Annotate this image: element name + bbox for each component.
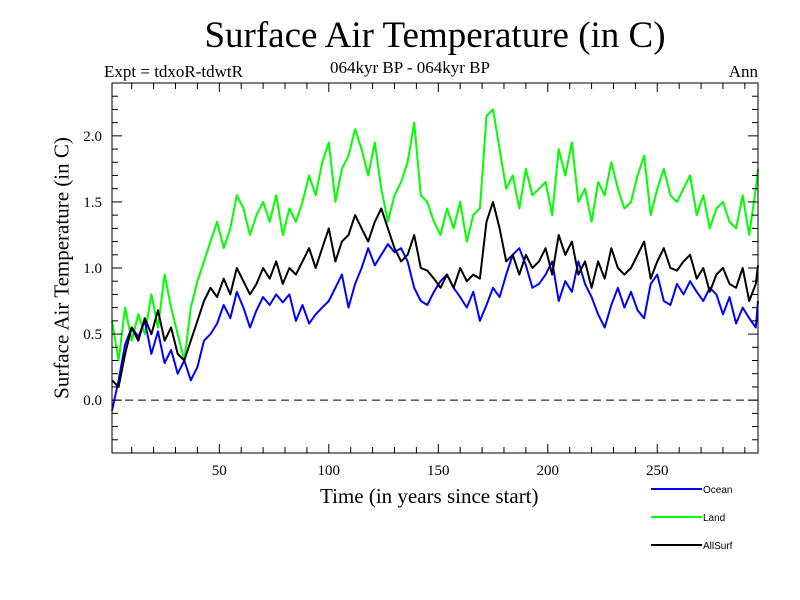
legend-label-ocean: Ocean: [703, 485, 732, 496]
period-label: 064kyr BP - 064kyr BP: [330, 58, 490, 77]
x-tick-label: 250: [646, 463, 669, 479]
y-tick-label: 2.0: [83, 129, 102, 145]
legend: Ocean Land AllSurf: [651, 485, 733, 552]
series-line-ocean: [111, 243, 759, 411]
series-line-land: [111, 108, 759, 362]
x-tick-label: 100: [318, 463, 341, 479]
y-tick-label: 1.0: [83, 261, 102, 277]
y-tick-label: 0.5: [83, 327, 102, 343]
legend-label-allsurf: AllSurf: [703, 541, 733, 552]
season-label: Ann: [728, 62, 758, 81]
x-axis-label: Time (in years since start): [320, 484, 539, 508]
x-tick-label: 150: [427, 463, 450, 479]
experiment-label: Expt = tdxoR-tdwtR: [104, 62, 243, 81]
series-line-allsurf: [111, 200, 759, 388]
plot-frame: [111, 82, 759, 454]
series-layer: [111, 108, 759, 411]
legend-label-land: Land: [703, 513, 725, 524]
axis-layer: 50 100 150 200 250 0.0 0.5 1.0 1.5 2.0: [83, 82, 759, 479]
x-tick-label: 200: [537, 463, 560, 479]
x-tick-label: 50: [212, 463, 227, 479]
y-tick-label: 0.0: [83, 393, 102, 409]
chart-title: Surface Air Temperature (in C): [204, 15, 666, 56]
y-tick-label: 1.5: [83, 195, 102, 211]
